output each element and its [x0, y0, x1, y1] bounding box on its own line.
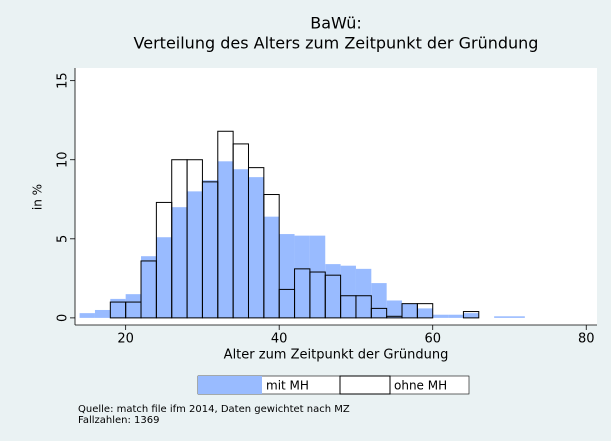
bar [202, 180, 218, 318]
legend-label: ohne MH [394, 379, 447, 393]
bar [494, 316, 510, 318]
bar [386, 300, 403, 318]
legend-swatch [198, 376, 262, 394]
x-tick-label: 60 [424, 332, 441, 347]
bar [171, 207, 188, 318]
bar [279, 234, 295, 318]
chart-subtitle: Verteilung des Alters zum Zeitpunkt der … [134, 34, 539, 53]
y-axis-label: in % [31, 184, 45, 210]
bar [263, 216, 280, 318]
bar [94, 309, 111, 318]
bar [355, 268, 372, 318]
bar [509, 316, 525, 318]
x-axis-label: Alter zum Zeitpunkt der Gründung [224, 348, 449, 363]
bar [448, 314, 464, 318]
bar [432, 314, 449, 318]
bar [371, 283, 387, 318]
bar [355, 295, 372, 319]
bar [248, 177, 264, 318]
y-tick-label: 10 [56, 151, 71, 168]
y-tick-label: 15 [56, 72, 71, 89]
bar [125, 294, 142, 318]
x-tick-label: 80 [578, 332, 595, 347]
bar [141, 256, 157, 318]
chart-title: BaWü: [310, 14, 362, 33]
y-tick-label: 0 [56, 314, 71, 322]
bar [79, 313, 95, 318]
bar [156, 237, 172, 318]
note: Fallzahlen: 1369 [78, 415, 160, 426]
bar [462, 311, 480, 319]
x-tick-label: 40 [271, 332, 288, 347]
bar [217, 161, 234, 318]
bar [263, 194, 280, 319]
bar [309, 235, 326, 318]
bar [463, 313, 479, 318]
bar [416, 303, 434, 319]
legend-swatch [339, 375, 391, 395]
bar [187, 191, 203, 318]
bar [340, 265, 356, 318]
bar [417, 308, 433, 318]
note: Quelle: match file ifm 2014, Daten gewic… [78, 404, 350, 415]
y-tick-label: 5 [56, 235, 71, 243]
bar [294, 235, 310, 318]
bar [233, 169, 249, 318]
bar [402, 303, 418, 318]
bar [370, 307, 388, 319]
bar [110, 298, 126, 318]
bar [325, 264, 341, 318]
legend-label: mit MH [266, 379, 309, 393]
x-tick-label: 20 [117, 332, 134, 347]
